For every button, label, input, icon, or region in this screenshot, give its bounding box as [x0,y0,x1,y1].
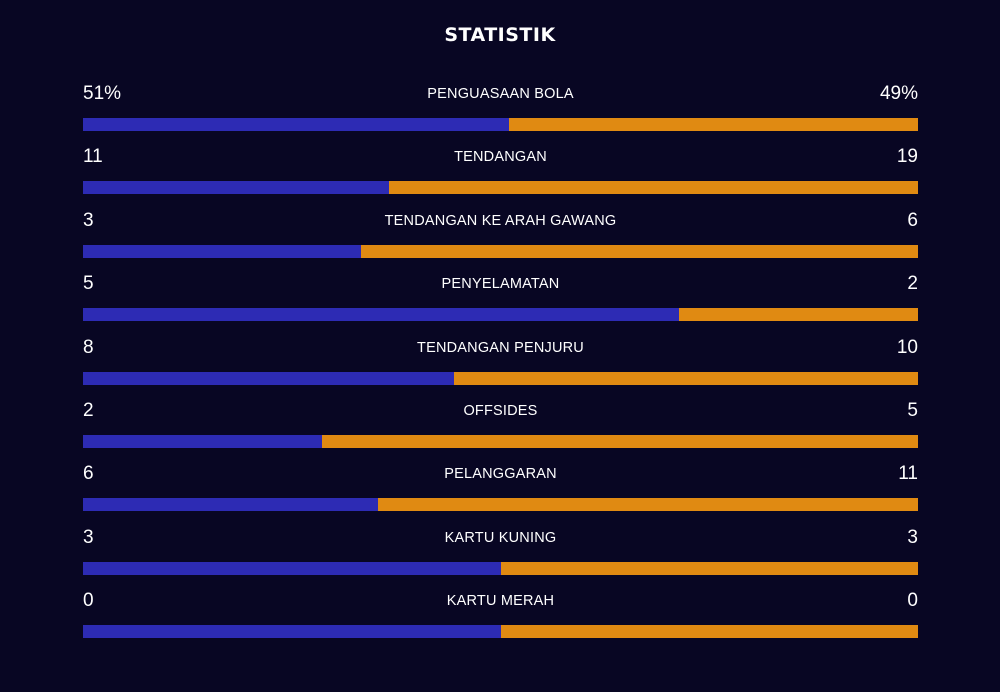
stat-bar [83,434,918,448]
stat-row: 8 TENDANGAN PENJURU 10 [83,334,918,397]
away-bar-segment [508,118,918,131]
stat-label: KARTU KUNING [444,529,557,546]
home-value: 3 [83,209,94,231]
stat-header: 0 KARTU MERAH 0 [83,587,918,625]
stat-label: PELANGGARAN [444,466,557,483]
stat-label: KARTU MERAH [446,593,555,610]
away-value: 19 [896,146,918,168]
stat-bar [83,371,918,385]
away-value: 10 [896,336,918,358]
stat-label: PENYELAMATAN [441,276,560,293]
away-bar-segment [679,308,918,322]
home-value: 0 [83,590,94,612]
away-value: 2 [907,273,918,295]
home-value: 11 [83,146,103,168]
home-value: 51% [83,83,122,104]
home-bar-segment [83,118,509,131]
away-value: 6 [907,209,918,231]
stat-label: TENDANGAN PENJURU [417,339,584,356]
stat-bar [83,181,918,195]
page-title: STATISTIK [444,24,556,46]
stat-header: 5 PENYELAMATAN 2 [83,270,918,308]
stat-bar [83,244,918,258]
away-bar-segment [321,434,918,448]
stat-row: 2 OFFSIDES 5 [83,397,918,460]
stat-label: OFFSIDES [463,402,538,419]
stat-row: 6 PELANGGARAN 11 [83,460,918,523]
stat-header: 2 OFFSIDES 5 [83,397,918,435]
home-value: 3 [83,526,94,548]
away-value: 3 [907,526,918,548]
home-bar-segment [83,181,390,195]
stats-list: 51% PENGUASAAN BOLA 49% 11 TENDANGAN 19 3 TENDA… [83,80,918,651]
away-value: 11 [898,463,918,485]
home-value: 6 [83,463,94,485]
away-value: 49% [879,83,918,104]
home-bar-segment [83,244,362,258]
stat-row: 11 TENDANGAN 19 [83,143,918,206]
away-bar-segment [389,181,918,195]
stat-row: 5 PENYELAMATAN 2 [83,270,918,333]
stat-header: 3 KARTU KUNING 3 [83,524,918,562]
away-bar-segment [377,498,918,512]
home-bar-segment [83,371,455,385]
stat-header: 51% PENGUASAAN BOLA 49% [83,80,918,118]
stat-row: 0 KARTU MERAH 0 [83,587,918,650]
stat-header: 3 TENDANGAN KE ARAH GAWANG 6 [83,207,918,245]
stat-bar [83,561,918,575]
stat-label: TENDANGAN [454,149,547,166]
stat-bar [83,308,918,322]
home-bar-segment [83,434,322,448]
away-value: 5 [907,399,918,421]
stat-header: 8 TENDANGAN PENJURU 10 [83,334,918,372]
home-value: 2 [83,399,94,421]
away-bar-segment [454,371,918,385]
away-bar-segment [500,625,918,639]
home-value: 5 [83,273,94,295]
stat-bar [83,498,918,512]
stat-bar [83,625,918,639]
stat-row: 51% PENGUASAAN BOLA 49% [83,80,918,143]
stat-row: 3 TENDANGAN KE ARAH GAWANG 6 [83,207,918,270]
stat-row: 3 KARTU KUNING 3 [83,524,918,587]
home-bar-segment [83,308,680,322]
away-bar-segment [500,561,918,575]
stat-header: 6 PELANGGARAN 11 [83,460,918,498]
home-bar-segment [83,625,501,639]
stat-bar [83,118,918,131]
home-value: 8 [83,336,94,358]
away-value: 0 [907,590,918,612]
home-bar-segment [83,498,378,512]
away-bar-segment [361,244,918,258]
stat-label: PENGUASAAN BOLA [427,86,574,102]
home-bar-segment [83,561,501,575]
stat-header: 11 TENDANGAN 19 [83,143,918,181]
stat-label: TENDANGAN KE ARAH GAWANG [384,212,617,229]
